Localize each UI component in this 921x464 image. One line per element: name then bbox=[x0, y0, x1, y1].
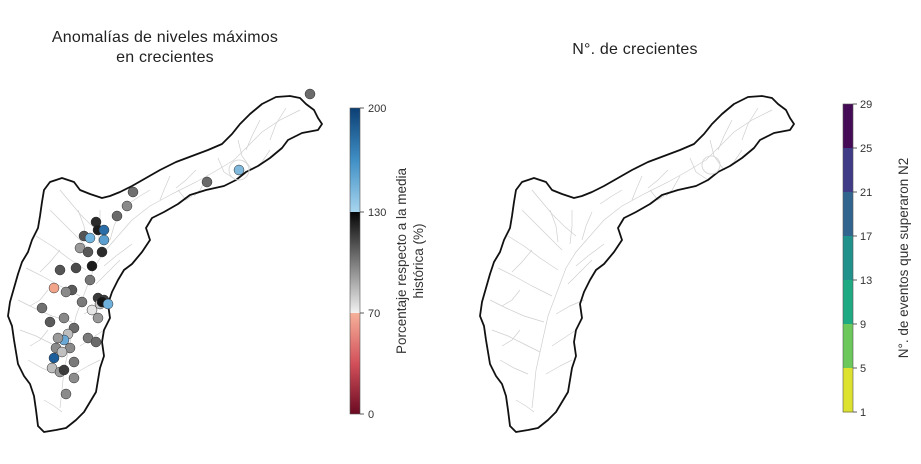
left-title-line1: Anomalías de niveles máximos bbox=[51, 29, 279, 46]
right-colorbar-bin bbox=[843, 192, 853, 237]
right-colorbar-bin bbox=[843, 324, 853, 369]
left-station-point bbox=[48, 352, 60, 364]
left-tick-label: 130 bbox=[368, 207, 386, 219]
right-colorbar-label: N°. de eventos que superaron N2 bbox=[896, 158, 911, 359]
right-tick-label: 25 bbox=[860, 143, 872, 155]
left-station-point bbox=[76, 296, 88, 308]
left-station-point bbox=[86, 260, 98, 272]
left-station-point bbox=[102, 298, 114, 310]
right-tick-label: 5 bbox=[860, 363, 866, 375]
left-basin-fill bbox=[8, 96, 322, 432]
left-station-point bbox=[56, 346, 68, 358]
left-station-point bbox=[58, 364, 70, 376]
left-station-point bbox=[70, 262, 82, 274]
right-tick-label: 13 bbox=[860, 275, 872, 287]
right-map bbox=[479, 95, 795, 433]
left-station-point bbox=[233, 164, 245, 176]
left-colorbar-label-line1: Porcentaje respecto a la media bbox=[394, 167, 409, 354]
left-tick-label: 200 bbox=[368, 103, 386, 115]
right-basin-fill bbox=[480, 96, 794, 432]
left-station-point bbox=[68, 356, 80, 368]
left-station-point bbox=[92, 312, 104, 324]
left-station-point bbox=[201, 176, 213, 188]
right-colorbar-bin bbox=[843, 236, 853, 281]
right-colorbar-bin bbox=[843, 148, 853, 193]
left-colorbar-label-line2: histórica (%) bbox=[411, 223, 426, 298]
left-station-point bbox=[58, 312, 70, 324]
left-station-point bbox=[54, 264, 66, 276]
left-station-point bbox=[82, 246, 94, 258]
colorbar-red-segment bbox=[350, 313, 360, 414]
left-colorbar: 200 130 70 0 Porcentaje respecto a la me… bbox=[349, 103, 426, 421]
left-station-point bbox=[52, 332, 64, 344]
left-station-point bbox=[68, 372, 80, 384]
left-map bbox=[7, 88, 323, 433]
left-station-point bbox=[121, 200, 133, 212]
right-colorbar-bins bbox=[843, 104, 853, 413]
left-station-point bbox=[60, 388, 72, 400]
right-tick-label: 29 bbox=[860, 99, 872, 111]
left-station-point bbox=[44, 316, 56, 328]
left-station-point bbox=[98, 224, 110, 236]
right-colorbar-bin bbox=[843, 280, 853, 325]
left-station-point bbox=[304, 88, 316, 100]
left-station-point bbox=[98, 234, 110, 246]
right-colorbar-bin bbox=[843, 368, 853, 413]
left-tick-label: 70 bbox=[368, 308, 380, 320]
left-map-title: Anomalías de niveles máximos en crecient… bbox=[0, 28, 330, 68]
colorbar-gray-segment bbox=[350, 212, 360, 313]
left-title-line2: en crecientes bbox=[116, 49, 214, 66]
colorbar-blue-segment bbox=[350, 108, 360, 212]
right-tick-label: 1 bbox=[860, 407, 866, 419]
right-map-title: N°. de crecientes bbox=[572, 41, 698, 58]
left-station-point bbox=[111, 210, 123, 222]
left-station-points bbox=[36, 88, 316, 400]
right-colorbar-bin bbox=[843, 104, 853, 149]
right-tick-label: 9 bbox=[860, 319, 866, 331]
right-colorbar: 29 25 21 17 13 9 5 1 N°. de eventos que superar… bbox=[842, 99, 911, 419]
left-reservoir bbox=[228, 159, 250, 181]
left-station-point bbox=[90, 336, 102, 348]
right-tick-label: 17 bbox=[860, 231, 872, 243]
left-colorbar-frame bbox=[349, 107, 361, 415]
right-colorbar-frame bbox=[842, 103, 854, 413]
left-tick-label: 0 bbox=[368, 409, 374, 421]
right-tick-label: 21 bbox=[860, 187, 872, 199]
left-station-point bbox=[96, 246, 108, 258]
right-reservoir bbox=[701, 155, 721, 175]
left-station-point bbox=[84, 274, 96, 286]
left-station-point bbox=[36, 302, 48, 314]
left-station-point bbox=[60, 286, 72, 298]
left-station-point bbox=[127, 186, 139, 198]
left-station-point bbox=[86, 304, 98, 316]
left-station-point bbox=[84, 232, 96, 244]
left-station-point bbox=[48, 282, 60, 294]
